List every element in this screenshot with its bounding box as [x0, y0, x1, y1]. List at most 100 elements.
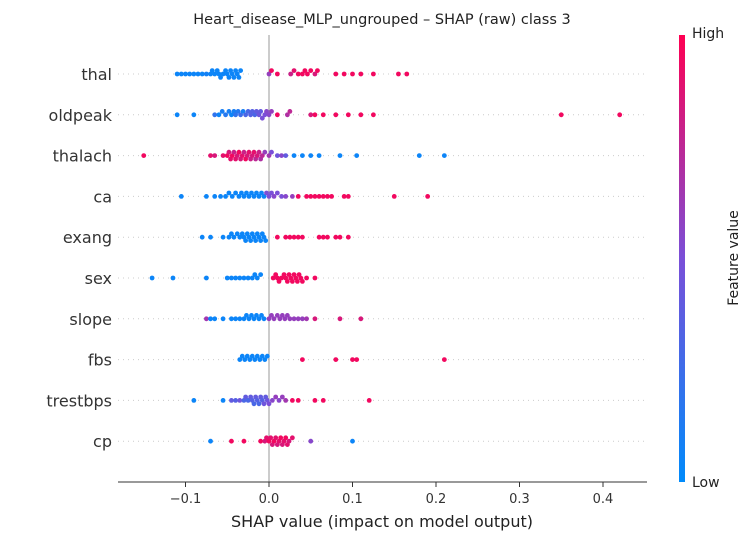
shap-point [312, 194, 318, 199]
shap-point [247, 357, 253, 362]
shap-point [337, 153, 343, 159]
shap-point [226, 190, 232, 196]
shap-point [289, 194, 295, 199]
feature-label: trestbps [46, 391, 112, 410]
shap-point [266, 401, 272, 407]
shap-point [233, 275, 239, 281]
shap-point [203, 71, 209, 77]
shap-point [237, 234, 243, 240]
shap-point [191, 71, 197, 77]
shap-point [149, 275, 155, 281]
shap-point [236, 194, 242, 199]
shap-point [241, 316, 247, 322]
shap-point [304, 275, 309, 281]
shap-point [271, 316, 277, 322]
shap-point [294, 279, 300, 284]
shap-point [254, 353, 260, 359]
shap-point [333, 71, 339, 77]
shap-point [337, 234, 343, 240]
shap-point [354, 153, 360, 159]
shap-point [276, 398, 282, 403]
shap-point [249, 109, 255, 114]
shap-point [254, 313, 259, 318]
feature-labels: thal oldpeak thalach ca exang sex slope fbs tres… [46, 65, 112, 451]
shap-point [226, 75, 232, 80]
shap-point [350, 357, 355, 362]
shap-point [223, 194, 228, 199]
shap-point [284, 112, 290, 118]
shap-point [264, 109, 269, 114]
shap-point [289, 398, 295, 403]
shap-point [226, 149, 232, 155]
shap-point [212, 153, 218, 159]
shap-point [220, 71, 226, 77]
shap-point [295, 194, 301, 199]
shap-point [249, 353, 255, 359]
shap-point [259, 190, 264, 196]
shap-point [242, 357, 248, 362]
shap-point [249, 190, 254, 196]
shap-point [208, 316, 213, 322]
shap-point [269, 398, 275, 403]
shap-point [236, 75, 242, 80]
shap-point [208, 438, 213, 444]
shap-point [208, 234, 213, 240]
feature-rows [118, 73, 647, 442]
shap-point [229, 398, 234, 403]
shap-point [325, 194, 330, 199]
shap-point [283, 435, 289, 441]
shap-point [325, 234, 330, 240]
feature-label: ca [93, 187, 112, 206]
shap-point [316, 234, 322, 240]
shap-point [241, 275, 247, 281]
shap-point [245, 398, 251, 403]
shap-point [229, 112, 234, 118]
shap-point [295, 71, 301, 77]
shap-point [229, 194, 235, 199]
shap-point [329, 194, 335, 199]
shap-point [245, 109, 251, 114]
shap-point [345, 112, 351, 118]
shap-point [178, 194, 184, 199]
shap-point [271, 194, 277, 199]
shap-point [286, 438, 292, 444]
shap-point [240, 109, 246, 114]
shap-points [141, 68, 623, 447]
shap-point [229, 231, 234, 237]
feature-label: oldpeak [49, 106, 113, 125]
x-ticks: −0.1 0.0 0.1 0.2 0.3 0.4 [170, 482, 614, 507]
shap-point [239, 353, 245, 359]
shap-point [246, 316, 252, 322]
shap-point [266, 112, 272, 118]
shap-point [345, 234, 351, 240]
shap-point [254, 109, 259, 114]
shap-point [183, 71, 188, 77]
shap-point [283, 194, 289, 199]
x-tick-label: 0.0 [259, 492, 280, 507]
shap-point [268, 435, 274, 441]
shap-point [237, 316, 243, 322]
shap-point [337, 316, 343, 322]
shap-point [273, 394, 279, 400]
shap-point [212, 316, 218, 322]
shap-point [350, 71, 355, 77]
shap-point [243, 112, 249, 118]
shap-point [237, 275, 243, 281]
shap-point [345, 194, 351, 199]
shap-point [350, 438, 355, 444]
shap-point [312, 112, 318, 118]
chart-title: Heart_disease_MLP_ungrouped – SHAP (raw)… [193, 12, 570, 28]
shap-point [209, 68, 215, 73]
shap-point [404, 71, 410, 77]
shap-point [261, 316, 267, 322]
shap-point [308, 68, 314, 73]
shap-point [212, 112, 218, 118]
shap-point [191, 398, 197, 403]
shap-point [249, 275, 255, 281]
x-tick-label: 0.1 [342, 492, 363, 507]
shap-point [141, 153, 147, 159]
x-tick-label: 0.4 [593, 492, 614, 507]
shap-point [187, 71, 193, 77]
shap-point [370, 71, 376, 77]
